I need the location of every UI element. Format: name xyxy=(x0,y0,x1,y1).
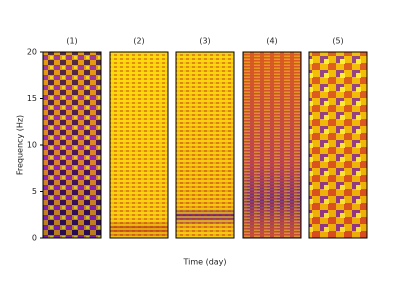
panel-frame xyxy=(175,51,235,239)
panel-frame xyxy=(308,51,368,239)
heatmap-texture xyxy=(43,52,101,238)
y-axis-label: Frequency (Hz) xyxy=(16,115,25,175)
panel-title: (2) xyxy=(133,37,144,46)
panel-frame xyxy=(109,51,169,239)
heatmap-texture xyxy=(243,52,301,238)
heatmap-texture xyxy=(176,52,234,238)
y-tick-label: 10 xyxy=(27,141,37,150)
y-tick-label: 20 xyxy=(27,48,37,57)
panel-title: (1) xyxy=(66,37,77,46)
heatmap-texture xyxy=(110,52,168,238)
y-tick-label: 15 xyxy=(27,94,37,103)
panel-frame xyxy=(242,51,302,239)
y-tick-label: 5 xyxy=(32,187,37,196)
x-axis-label: Time (day) xyxy=(182,258,226,267)
panel-title: (4) xyxy=(266,37,277,46)
y-tick-label: 0 xyxy=(32,234,37,243)
heatmap-texture xyxy=(309,52,367,238)
panel-title: (5) xyxy=(332,37,343,46)
panel-title: (3) xyxy=(199,37,210,46)
